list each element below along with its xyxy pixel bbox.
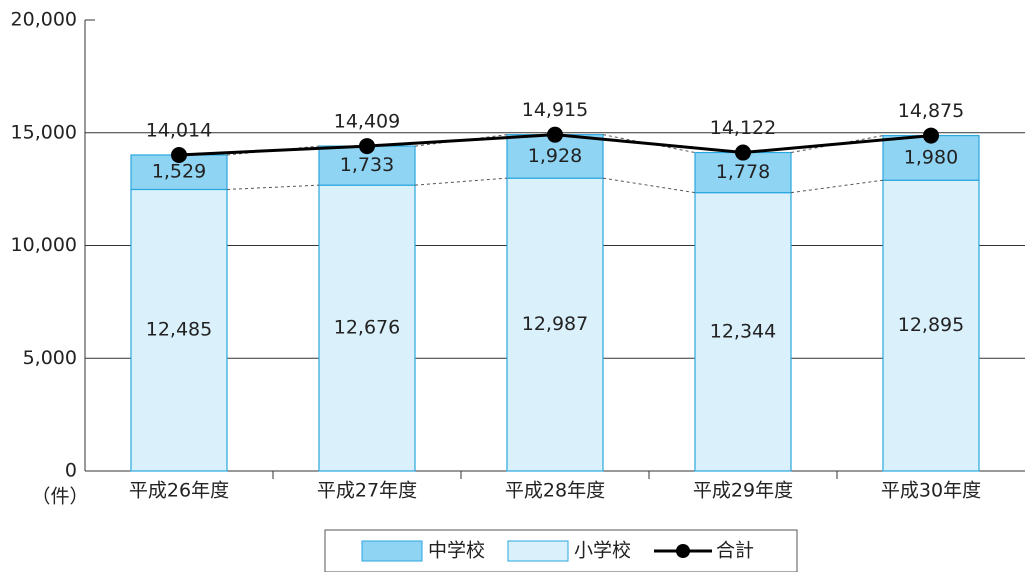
x-tick-label: 平成26年度 (129, 480, 229, 502)
total-marker (359, 138, 375, 155)
value-label: 14,915 (522, 99, 588, 121)
value-label: 12,676 (334, 317, 400, 339)
legend-marker (676, 544, 690, 558)
value-label: 14,409 (334, 111, 400, 133)
bar (130, 188, 228, 472)
bar (506, 177, 604, 472)
value-label: 12,485 (146, 319, 212, 341)
y-tick-label: 5,000 (23, 347, 77, 369)
connector (602, 134, 696, 154)
total-marker (171, 146, 187, 163)
connector (414, 177, 508, 186)
y-tick-label: 0 (65, 460, 77, 482)
value-label: 1,980 (904, 146, 958, 168)
bar (882, 179, 980, 472)
value-label: 14,122 (710, 117, 776, 139)
value-label: 1,778 (716, 161, 770, 183)
value-label: 1,733 (340, 154, 394, 176)
x-tick-label: 平成29年度 (693, 480, 793, 502)
legend-label: 中学校 (428, 540, 485, 562)
value-label: 12,344 (710, 320, 776, 342)
legend-label: 合計 (716, 540, 754, 562)
value-label: 14,875 (898, 100, 964, 122)
y-tick-label: 20,000 (11, 9, 77, 31)
connector (790, 179, 884, 194)
value-label: 1,928 (528, 145, 582, 167)
value-label: 1,529 (152, 161, 206, 183)
legend-swatch (507, 540, 569, 562)
legend-swatch (361, 540, 423, 562)
y-unit: （件） (31, 486, 88, 508)
x-tick-label: 平成27年度 (317, 480, 417, 502)
legend-label: 小学校 (574, 540, 631, 562)
total-marker (735, 144, 751, 161)
value-label: 12,987 (522, 313, 588, 335)
bar (318, 184, 416, 472)
total-marker (547, 126, 563, 143)
x-tick-label: 平成28年度 (505, 480, 605, 502)
y-tick-label: 15,000 (11, 121, 77, 143)
value-label: 12,895 (898, 314, 964, 336)
connector (602, 177, 696, 194)
x-tick-label: 平成30年度 (881, 480, 981, 502)
y-tick-label: 10,000 (11, 234, 77, 256)
total-marker (923, 127, 939, 144)
bar (882, 134, 980, 181)
connector (226, 184, 320, 190)
value-label: 14,014 (146, 119, 212, 141)
